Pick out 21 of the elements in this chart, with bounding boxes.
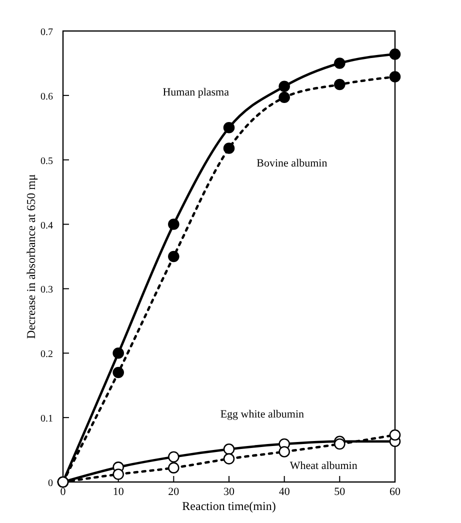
x-tick-label: 50 xyxy=(334,486,346,498)
x-tick-label: 30 xyxy=(224,486,235,498)
y-tick-label: 0.4 xyxy=(40,220,53,232)
y-tick-label: 0.1 xyxy=(40,414,53,425)
y-tick-label: 0.7 xyxy=(40,27,53,38)
text: Egg white albumin xyxy=(220,408,305,421)
y-axis-title: Decrease in absorbance at 650 mμ xyxy=(24,174,38,339)
y-tick-label: 0.5 xyxy=(40,156,53,167)
x-tick-label: 10 xyxy=(112,486,124,498)
x-tick-label: 20 xyxy=(168,486,180,498)
x-tick-label: 40 xyxy=(278,486,290,498)
series-label: Human plasma xyxy=(162,86,230,98)
y-tick-label: 0.6 xyxy=(40,91,53,102)
text: Bovine albumin xyxy=(256,157,328,170)
series-label: Wheat albumin xyxy=(290,460,358,472)
y-tick-label: 0 xyxy=(48,478,53,489)
y-tick-label: 0.3 xyxy=(40,284,53,296)
y-tick-label: 0.2 xyxy=(40,349,53,360)
x-axis-title: Reaction time(min) xyxy=(182,499,276,513)
x-tick-label: 0 xyxy=(60,486,66,498)
x-tick-label: 60 xyxy=(390,486,401,498)
